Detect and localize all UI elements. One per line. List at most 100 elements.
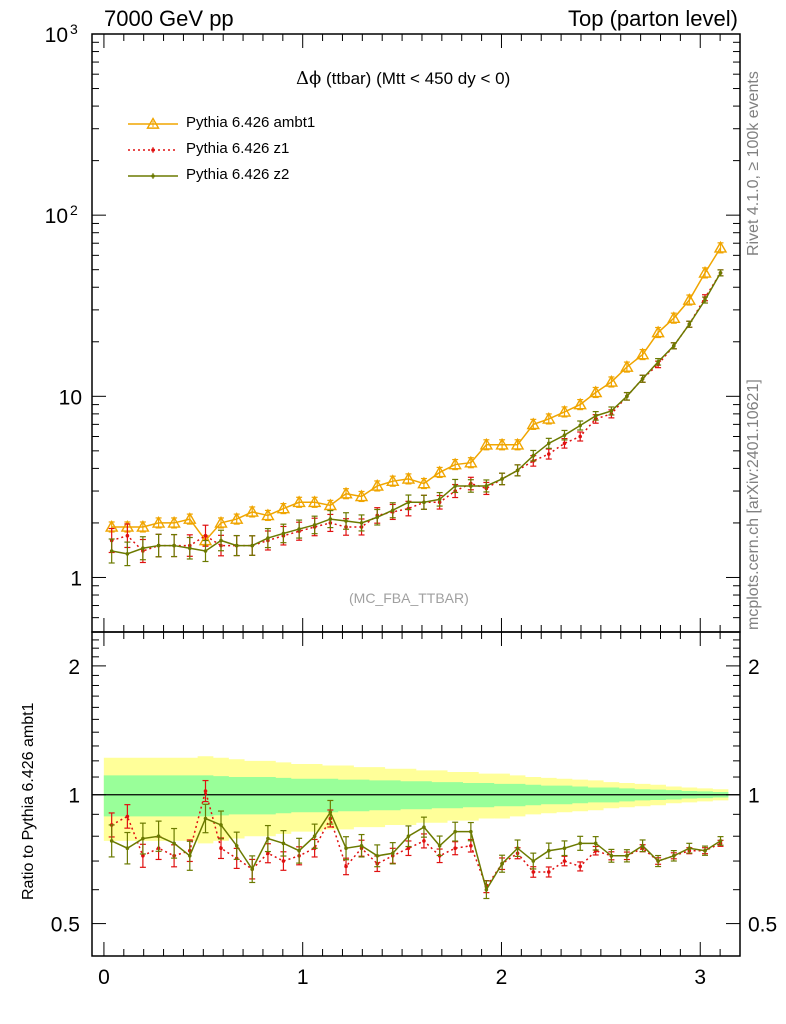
ratio-marker-z1: [562, 859, 567, 863]
ratio-y-tick-label-right: 1: [748, 785, 760, 808]
marker-z2: [484, 484, 489, 488]
series-line-ambt1: [111, 247, 722, 542]
marker-ambt1: [276, 501, 291, 514]
marker-z2: [422, 500, 426, 505]
ratio-marker-z2: [687, 846, 692, 851]
marker-ambt1: [183, 512, 197, 524]
marker-z1: [562, 441, 567, 446]
marker-z1: [125, 533, 130, 538]
x-tick-label: 1: [297, 966, 309, 989]
ratio-marker-z2: [219, 823, 223, 827]
marker-z2: [469, 484, 473, 488]
marker-ambt1: [292, 495, 306, 508]
ratio-marker-z2: [703, 848, 707, 853]
ratio-marker-z2: [266, 836, 270, 841]
ratio-marker-z2: [328, 810, 333, 815]
marker-z2: [625, 394, 629, 399]
marker-ambt1: [604, 375, 619, 387]
collision-energy-label: 7000 GeV pp: [104, 6, 234, 31]
ratio-marker-z2: [437, 843, 442, 848]
ratio-marker-z1: [422, 839, 426, 843]
ratio-marker-z2: [484, 887, 489, 892]
main-y-tick-exponent: 3: [70, 21, 78, 37]
process-label: Top (parton level): [568, 6, 738, 31]
marker-ambt1: [354, 489, 369, 502]
marker-z2: [359, 521, 364, 525]
marker-ambt1: [573, 397, 587, 410]
marker-ambt1: [682, 293, 697, 305]
ratio-marker-z2: [422, 825, 426, 829]
marker-z2: [156, 543, 161, 548]
ratio-marker-z2: [125, 846, 130, 851]
marker-ambt1: [667, 311, 681, 323]
marker-ambt1: [557, 405, 572, 417]
marker-z2: [718, 271, 723, 275]
marker-z2: [281, 531, 286, 536]
ratio-marker-z2: [312, 834, 317, 839]
ratio-marker-z1: [266, 851, 270, 856]
ratio-marker-z2: [172, 841, 176, 846]
ratio-marker-z1: [406, 846, 411, 851]
marker-ambt1: [214, 516, 228, 528]
marker-ambt1: [495, 437, 509, 450]
series-line-z1: [111, 272, 722, 552]
marker-ambt1: [448, 457, 462, 470]
marker-ambt1: [651, 325, 665, 338]
ratio-marker-z2: [469, 829, 473, 834]
ratio-marker-z2: [375, 854, 380, 858]
ratio-marker-z1: [546, 870, 551, 874]
legend-marker-z2: [151, 174, 155, 178]
marker-ambt1: [713, 240, 728, 253]
analysis-tag: (MC_FBA_TTBAR): [349, 590, 469, 606]
ratio-marker-z2: [515, 846, 520, 851]
marker-ambt1: [245, 505, 259, 517]
marker-z2: [187, 546, 192, 551]
ratio-marker-z2: [562, 846, 567, 851]
marker-z2: [593, 414, 598, 418]
marker-z2: [531, 453, 536, 458]
ratio-axis-label: Ratio to Pythia 6.426 ambt1: [20, 702, 37, 900]
plot-title: Δϕ (ttbar) (Mtt < 450 dy < 0): [296, 68, 510, 89]
marker-z2: [578, 423, 582, 428]
marker-z2: [141, 546, 145, 551]
ratio-marker-z1: [141, 854, 145, 858]
marker-ambt1: [339, 486, 353, 499]
ratio-marker-z2: [578, 841, 582, 846]
ratio-marker-z2: [640, 843, 645, 848]
ratio-marker-z2: [156, 834, 161, 839]
main-y-tick-label: 10: [59, 386, 82, 409]
marker-z2: [687, 322, 692, 327]
marker-ambt1: [151, 516, 166, 528]
ratio-marker-z2: [593, 841, 598, 846]
marker-z2: [390, 508, 395, 513]
ratio-marker-z2: [234, 843, 239, 848]
marker-z1: [546, 452, 551, 456]
marker-z2: [672, 344, 676, 348]
series-line-z2: [111, 272, 722, 555]
legend-label-ambt1: Pythia 6.426 ambt1: [186, 114, 316, 131]
marker-z2: [640, 376, 645, 381]
marker-ambt1: [526, 417, 540, 430]
x-tick-label: 3: [694, 966, 706, 989]
marker-z2: [172, 543, 176, 548]
marker-ambt1: [510, 437, 525, 450]
marker-ambt1: [588, 385, 603, 398]
marker-z2: [703, 298, 707, 302]
marker-z1: [578, 434, 582, 439]
marker-z2: [109, 549, 114, 553]
marker-z1: [203, 533, 208, 538]
ratio-band-inner: [103, 775, 729, 817]
marker-z2: [609, 409, 614, 413]
marker-z2: [203, 549, 208, 553]
marker-z2: [219, 538, 223, 543]
ratio-marker-z1: [203, 789, 208, 793]
ratio-marker-z2: [531, 859, 536, 863]
marker-z2: [234, 543, 239, 548]
x-tick-label: 2: [496, 966, 508, 989]
ratio-marker-z2: [297, 848, 301, 853]
ratio-marker-z1: [125, 814, 130, 819]
marker-z2: [406, 500, 411, 505]
rivet-version-label: Rivet 4.1.0, ≥ 100k events: [745, 71, 762, 256]
ratio-marker-z2: [281, 841, 286, 846]
